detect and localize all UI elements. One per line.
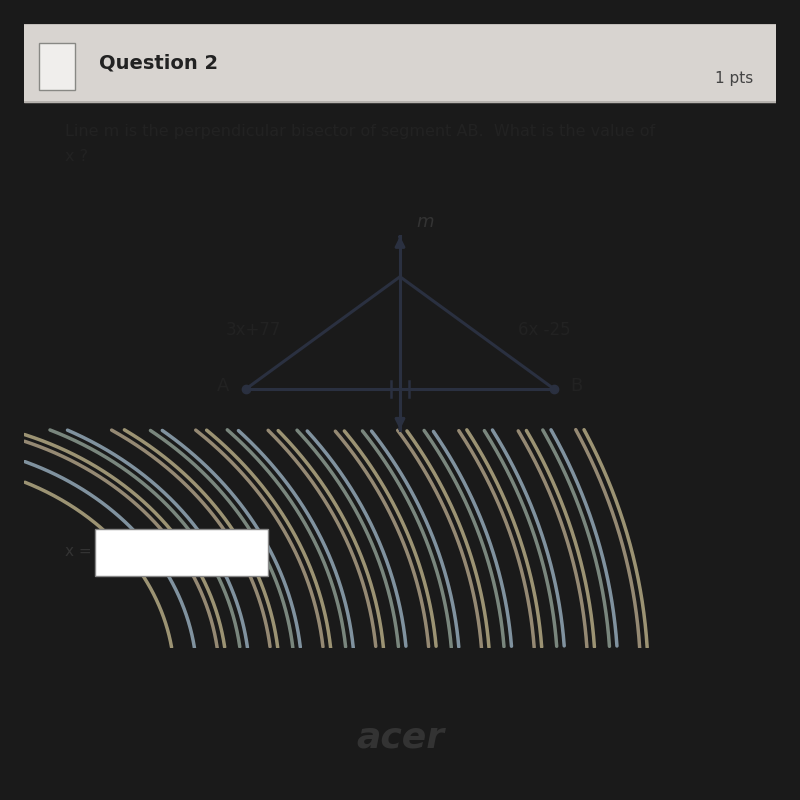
Text: m: m <box>417 213 434 231</box>
Text: 6x -25: 6x -25 <box>518 321 571 338</box>
Text: A: A <box>217 377 230 395</box>
Text: acer: acer <box>356 720 444 754</box>
Bar <box>24 24 776 102</box>
Text: x ?: x ? <box>66 149 88 164</box>
Bar <box>95 530 268 576</box>
Bar <box>39 42 75 90</box>
Text: 3x+77: 3x+77 <box>226 321 282 338</box>
Text: B: B <box>570 377 583 395</box>
Text: Line m is the perpendicular bisector of segment AB.  What is the value of: Line m is the perpendicular bisector of … <box>66 124 655 139</box>
Text: x =: x = <box>66 544 92 558</box>
Text: 1 pts: 1 pts <box>715 71 754 86</box>
Text: Question 2: Question 2 <box>99 54 218 73</box>
